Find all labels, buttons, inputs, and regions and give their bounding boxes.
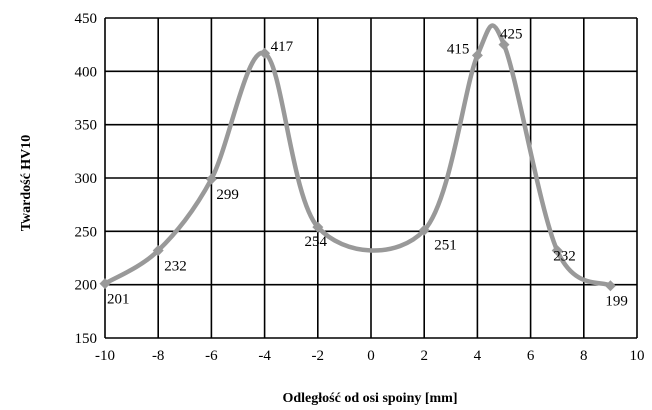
data-point	[498, 39, 510, 51]
y-tick-label: 450	[75, 11, 98, 27]
data-point	[99, 278, 111, 290]
y-tick-labels: 150 200 250 300 350 400 450	[75, 11, 98, 347]
grid	[104, 17, 638, 339]
y-tick-label: 400	[75, 64, 98, 80]
data-label: 415	[447, 41, 470, 57]
x-tick-labels: -10 -8 -6 -4 -2 0 2 4 6 8 10	[95, 348, 645, 364]
x-tick-label: 2	[420, 348, 428, 364]
data-point	[551, 245, 563, 257]
data-label: 201	[107, 292, 130, 308]
data-point	[418, 224, 430, 236]
data-label: 199	[605, 294, 628, 310]
x-tick-label: -4	[258, 348, 271, 364]
data-label: 254	[305, 234, 328, 250]
data-point	[259, 47, 271, 59]
x-tick-label: -8	[152, 348, 165, 364]
x-tick-label: -2	[312, 348, 325, 364]
y-tick-label: 300	[75, 171, 98, 187]
series-line-layer	[102, 23, 613, 288]
data-point	[312, 221, 324, 233]
x-tick-label: 0	[367, 348, 375, 364]
data-point	[152, 245, 164, 257]
data-label: 251	[434, 237, 457, 253]
y-tick-label: 150	[75, 331, 98, 347]
x-axis-title: Odległość od osi spoiny [mm]	[282, 391, 457, 406]
x-tick-label: -6	[205, 348, 218, 364]
x-tick-label: 4	[474, 348, 482, 364]
data-point	[471, 49, 483, 61]
data-label: 299	[216, 187, 239, 203]
data-labels: 201 232 299 417 254 251 415 425 232 199	[107, 27, 628, 310]
y-axis-title: Twardość HV10	[19, 135, 34, 232]
data-point	[205, 173, 217, 185]
data-label: 232	[553, 249, 576, 265]
y-tick-label: 200	[75, 278, 98, 294]
x-tick-label: -10	[95, 348, 115, 364]
data-label: 425	[500, 27, 523, 43]
data-point-layer	[99, 39, 616, 292]
x-tick-label: 6	[527, 348, 535, 364]
data-label: 232	[164, 259, 187, 275]
data-label: 417	[271, 39, 294, 55]
data-point	[604, 280, 616, 292]
y-tick-label: 250	[75, 224, 98, 240]
series-line	[102, 23, 613, 288]
x-tick-label: 10	[630, 348, 645, 364]
y-tick-label: 350	[75, 118, 98, 134]
x-tick-label: 8	[580, 348, 588, 364]
